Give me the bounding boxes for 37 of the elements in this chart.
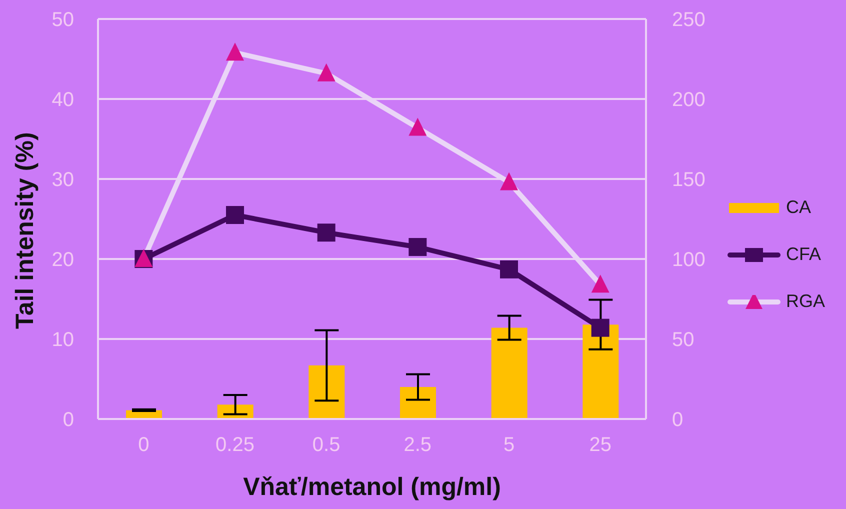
point — [317, 63, 336, 82]
y2-tick-label: 100 — [672, 249, 706, 272]
x-axis-title: Vňať/metanol (mg/ml) — [243, 473, 501, 501]
x-tick-label: 25 — [589, 434, 612, 456]
y2-tick-label: 250 — [672, 9, 706, 32]
y2-tick-label: 0 — [672, 409, 684, 432]
point — [591, 318, 610, 337]
x-tick-label: 0 — [138, 434, 150, 456]
y-tick-label: 30 — [52, 169, 74, 192]
y-tick-label: 0 — [62, 409, 74, 432]
x-tick-label: 0.5 — [312, 434, 340, 456]
bar — [400, 387, 436, 419]
point — [408, 238, 427, 256]
y-tick-label: 20 — [52, 249, 74, 272]
y-tick-label: 40 — [52, 89, 74, 112]
y2-tick-label: 150 — [672, 169, 706, 192]
point — [591, 274, 610, 293]
point — [226, 42, 244, 61]
y-axis-title: Tail intensity (%) — [10, 132, 39, 329]
bar — [491, 328, 528, 419]
point — [317, 224, 336, 242]
x-tick-label: 0.25 — [216, 434, 254, 456]
legend-label: CFA — [786, 244, 822, 265]
bar — [582, 324, 619, 419]
point — [226, 206, 244, 224]
x-tick-label: 5 — [503, 434, 515, 456]
bar — [308, 365, 345, 419]
legend-label: CA — [786, 197, 812, 218]
point — [500, 260, 518, 278]
y-tick-label: 50 — [52, 9, 74, 32]
y2-tick-label: 50 — [672, 329, 694, 352]
y-tick-label: 10 — [52, 329, 74, 352]
legend-label: RGA — [786, 291, 826, 312]
point — [408, 118, 427, 136]
y2-tick-label: 200 — [672, 89, 706, 112]
x-tick-label: 2.5 — [404, 434, 432, 456]
point — [500, 172, 518, 190]
